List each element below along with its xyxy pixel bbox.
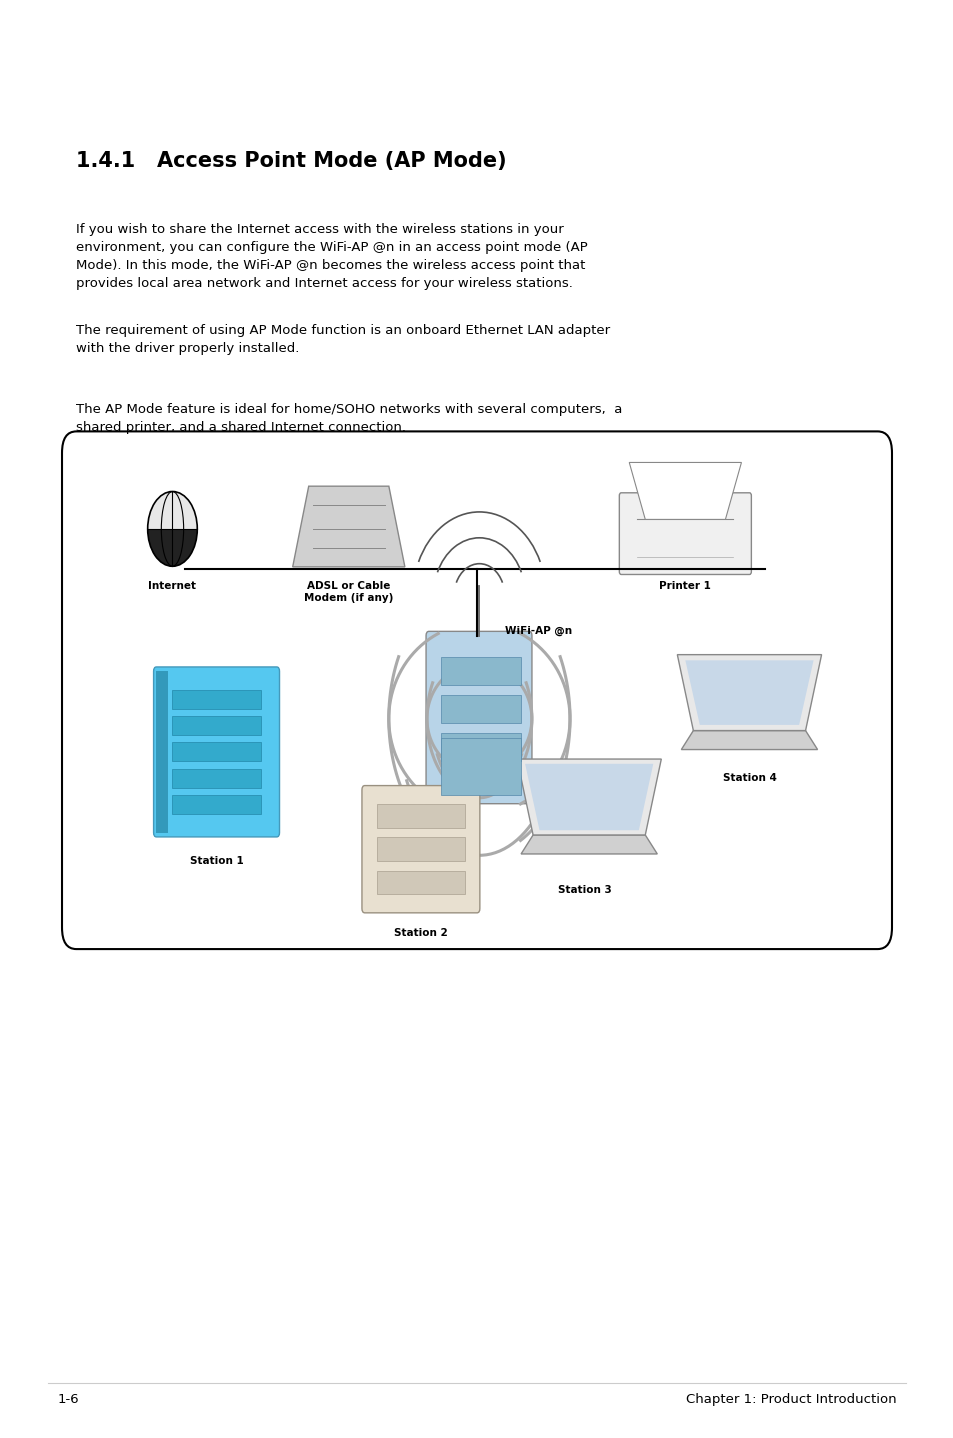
Bar xyxy=(376,870,464,894)
Text: Internet: Internet xyxy=(149,581,196,591)
Text: The AP Mode feature is ideal for home/SOHO networks with several computers,  a
s: The AP Mode feature is ideal for home/SO… xyxy=(76,403,622,434)
FancyBboxPatch shape xyxy=(153,667,279,837)
Bar xyxy=(376,837,464,861)
Polygon shape xyxy=(680,731,817,749)
Bar xyxy=(172,795,260,814)
Text: Station 4: Station 4 xyxy=(721,774,776,784)
Polygon shape xyxy=(293,486,404,567)
Text: Station 1: Station 1 xyxy=(190,857,243,866)
Text: The requirement of using AP Mode function is an onboard Ethernet LAN adapter
wit: The requirement of using AP Mode functio… xyxy=(76,324,610,355)
Text: ADSL or Cable
Modem (if any): ADSL or Cable Modem (if any) xyxy=(304,581,393,603)
Text: 1-6: 1-6 xyxy=(57,1393,79,1406)
Bar xyxy=(440,738,520,795)
Text: Printer 1: Printer 1 xyxy=(659,581,711,591)
Bar xyxy=(172,742,260,762)
Wedge shape xyxy=(148,529,197,567)
Bar xyxy=(440,695,520,723)
Bar xyxy=(440,733,520,762)
FancyBboxPatch shape xyxy=(426,631,532,804)
Polygon shape xyxy=(684,660,813,725)
Bar xyxy=(156,672,169,833)
Text: Station 2: Station 2 xyxy=(394,928,447,938)
Wedge shape xyxy=(148,492,197,529)
Polygon shape xyxy=(629,463,740,519)
Text: Station 3: Station 3 xyxy=(558,884,612,894)
Polygon shape xyxy=(517,759,660,835)
Bar xyxy=(172,716,260,735)
FancyBboxPatch shape xyxy=(618,493,751,575)
FancyBboxPatch shape xyxy=(361,785,479,913)
Text: If you wish to share the Internet access with the wireless stations in your
envi: If you wish to share the Internet access… xyxy=(76,223,587,290)
Bar xyxy=(440,657,520,686)
Text: Chapter 1: Product Introduction: Chapter 1: Product Introduction xyxy=(685,1393,896,1406)
Bar xyxy=(172,690,260,709)
Text: 1.4.1   Access Point Mode (AP Mode): 1.4.1 Access Point Mode (AP Mode) xyxy=(76,151,506,171)
Polygon shape xyxy=(524,764,653,830)
Text: WiFi-AP @n: WiFi-AP @n xyxy=(504,626,572,637)
FancyBboxPatch shape xyxy=(62,431,891,949)
Polygon shape xyxy=(520,835,657,854)
Bar xyxy=(376,804,464,828)
Polygon shape xyxy=(677,654,821,731)
Bar xyxy=(172,768,260,788)
